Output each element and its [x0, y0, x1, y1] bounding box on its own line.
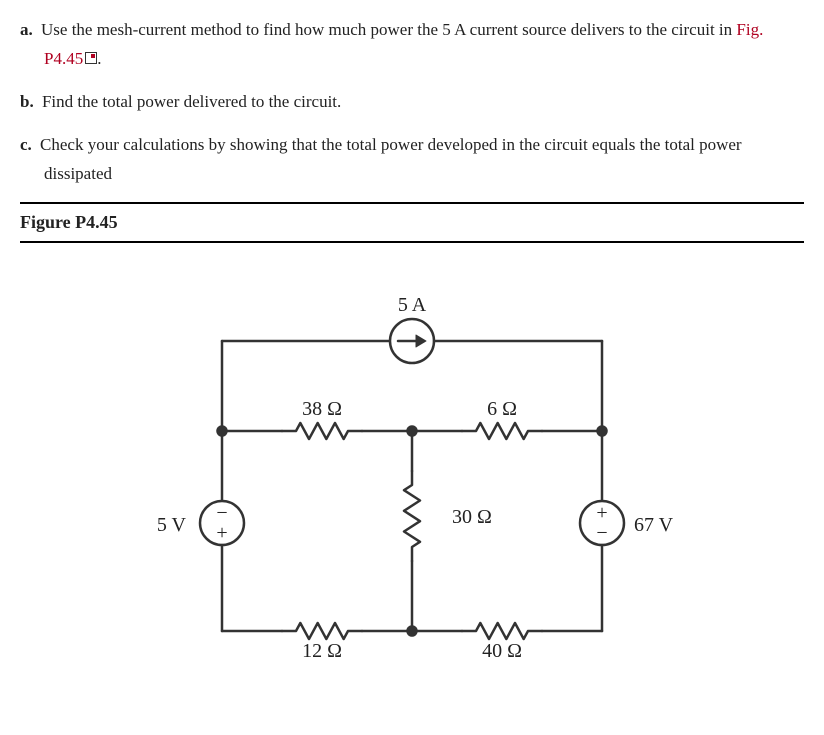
svg-text:−: − [216, 502, 227, 524]
q-text-c: Check your calculations by showing that … [40, 135, 742, 183]
svg-text:6 Ω: 6 Ω [487, 398, 517, 420]
svg-text:40 Ω: 40 Ω [482, 640, 522, 662]
separator-bottom [20, 241, 804, 243]
svg-text:+: + [596, 502, 607, 524]
question-list: a. Use the mesh-current method to find h… [20, 16, 804, 188]
popup-icon [85, 52, 97, 64]
figure-title: Figure P4.45 [20, 212, 804, 233]
question-c: c. Check your calculations by showing th… [20, 131, 804, 189]
q-label-b: b. [20, 92, 34, 111]
circuit-svg: 5 A38 Ω6 Ω−+5 V+−67 V30 Ω12 Ω40 Ω [132, 261, 692, 681]
svg-text:5 A: 5 A [398, 294, 427, 316]
svg-text:38 Ω: 38 Ω [302, 398, 342, 420]
q-text-b: Find the total power delivered to the ci… [42, 92, 341, 111]
svg-text:67 V: 67 V [634, 514, 674, 536]
svg-text:+: + [216, 522, 227, 544]
svg-text:5 V: 5 V [157, 514, 187, 536]
svg-text:−: − [596, 522, 607, 544]
q-text-a-pre: Use the mesh-current method to find how … [41, 20, 736, 39]
svg-text:30 Ω: 30 Ω [452, 506, 492, 528]
separator-top [20, 202, 804, 204]
svg-text:12 Ω: 12 Ω [302, 640, 342, 662]
question-a: a. Use the mesh-current method to find h… [20, 16, 804, 74]
question-b: b. Find the total power delivered to the… [20, 88, 804, 117]
q-text-a-post: . [97, 49, 101, 68]
q-label-a: a. [20, 20, 33, 39]
q-label-c: c. [20, 135, 32, 154]
circuit-diagram: 5 A38 Ω6 Ω−+5 V+−67 V30 Ω12 Ω40 Ω [20, 251, 804, 681]
